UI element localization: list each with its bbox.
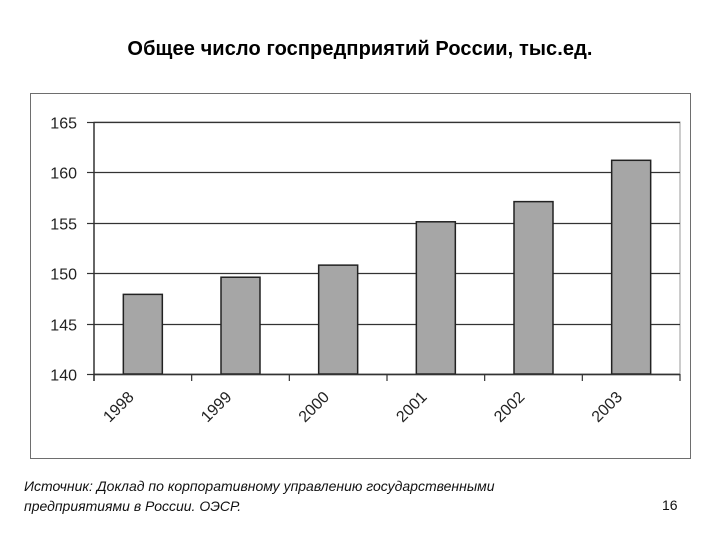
x-tick-label-1999: 1999	[198, 389, 235, 426]
chart-title: Общее число госпредприятий России, тыс.е…	[127, 38, 593, 60]
bar-2002	[513, 200, 554, 375]
x-tick-label-2002: 2002	[491, 389, 528, 426]
x-tick-label-1998: 1998	[100, 389, 137, 426]
bar-2003	[610, 159, 652, 375]
y-tick-label: 150	[50, 267, 77, 284]
source-note: Источник: Доклад по корпоративному управ…	[24, 476, 495, 516]
source-line-2: предприятиями в России. ОЭСР.	[24, 498, 242, 514]
y-tick-label: 160	[50, 166, 77, 183]
bar-1999	[220, 276, 261, 375]
x-tick-label-2003: 2003	[589, 389, 626, 426]
x-tick-label-2000: 2000	[296, 389, 333, 426]
y-tick-label: 145	[50, 318, 77, 335]
x-tick-label-2001: 2001	[393, 389, 430, 426]
y-tick-label: 155	[50, 217, 77, 234]
plot-area	[93, 121, 681, 375]
source-line-1: Источник: Доклад по корпоративному управ…	[24, 478, 495, 494]
y-tick-label: 165	[50, 116, 77, 133]
y-tick-label: 140	[50, 368, 77, 385]
bar-2000	[317, 264, 359, 375]
bar-1998	[122, 293, 164, 375]
page-number: 16	[662, 497, 678, 513]
bar-2001	[415, 221, 457, 375]
bar-chart: 140 145 150 155 160 165 1998 1999 2000 2001 2002 20…	[50, 116, 681, 426]
chart-frame: 140 145 150 155 160 165 1998 1999 2000 2001 2002 20…	[30, 93, 691, 459]
